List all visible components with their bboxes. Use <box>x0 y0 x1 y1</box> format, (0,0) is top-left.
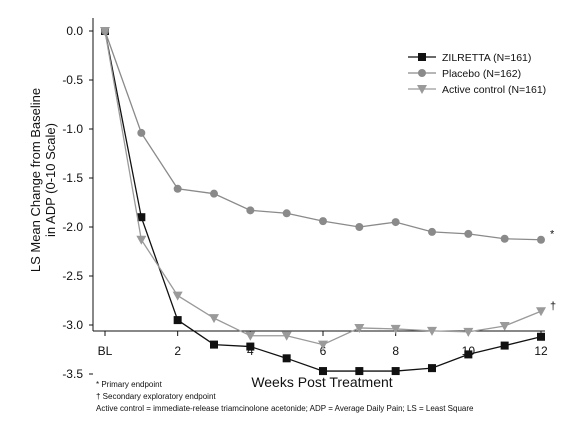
x-tick-label: 4 <box>247 344 254 358</box>
legend-item: Active control (N=161) <box>408 84 546 96</box>
data-point <box>100 27 110 36</box>
y-tick-label: -3.5 <box>62 367 83 381</box>
data-point <box>391 218 400 227</box>
data-point <box>318 340 328 350</box>
x-tick-label: 8 <box>392 344 399 358</box>
legend-swatch-marker <box>418 69 426 77</box>
x-tick-label: BL <box>98 344 113 358</box>
y-tick-label: -0.5 <box>62 73 83 87</box>
y-tick-label: -3.0 <box>62 318 83 332</box>
series-2 <box>100 27 546 350</box>
data-point <box>282 354 291 363</box>
series-annotation: * <box>550 229 555 241</box>
data-point <box>172 291 183 301</box>
data-point <box>500 234 509 243</box>
data-point <box>464 350 473 359</box>
data-point <box>391 367 400 376</box>
y-axis-title-line1: LS Mean Change from Baseline <box>28 88 43 272</box>
data-point <box>281 331 292 341</box>
footnote-secondary-endpoint: † Secondary exploratory endpoint <box>96 392 216 401</box>
legend-swatch-marker <box>417 85 427 94</box>
data-point <box>173 184 182 193</box>
y-tick-label: 0.0 <box>66 24 83 38</box>
y-tick-label: -1.0 <box>62 122 83 136</box>
data-point <box>246 206 255 215</box>
data-point <box>463 327 474 337</box>
legend-label: Active control (N=161) <box>442 84 546 96</box>
data-point <box>427 326 437 336</box>
footnote-definitions: Active control = immediate-release triam… <box>96 404 474 413</box>
data-point <box>354 323 365 333</box>
footnote-primary-endpoint: * Primary endpoint <box>96 380 162 389</box>
y-axis-title-line2: in ADP (0-10 Scale) <box>43 123 58 237</box>
y-tick-label: -2.0 <box>62 220 83 234</box>
data-point <box>428 364 436 373</box>
data-point <box>537 235 545 244</box>
x-axis-title: Weeks Post Treatment <box>251 374 392 390</box>
data-point <box>319 217 327 226</box>
data-point <box>464 229 473 238</box>
legend-item: ZILRETTA (N=161) <box>408 52 531 64</box>
series-annotation: † <box>550 300 556 312</box>
y-tick-label: -2.5 <box>62 269 83 283</box>
data-point <box>210 340 218 349</box>
axes: 0.0-0.5-1.0-1.5-2.0-2.5-3.0-3.5BL2468101… <box>62 18 548 381</box>
data-point <box>210 189 218 198</box>
legend-item: Placebo (N=162) <box>408 68 521 80</box>
x-tick-label: 2 <box>174 344 181 358</box>
series-layer: *† <box>100 27 556 376</box>
data-point <box>500 341 509 350</box>
data-point <box>355 223 364 231</box>
data-point <box>390 324 401 334</box>
legend-label: ZILRETTA (N=161) <box>442 52 531 64</box>
y-tick-label: -1.5 <box>62 171 83 185</box>
data-point <box>282 209 291 218</box>
series-1 <box>101 27 545 244</box>
data-point <box>136 235 147 245</box>
data-point <box>537 332 545 341</box>
data-point <box>319 367 327 376</box>
data-point <box>245 331 256 341</box>
data-point <box>137 213 146 222</box>
data-point <box>499 321 510 331</box>
legend: ZILRETTA (N=161) Placebo (N=162) Active co… <box>408 52 546 96</box>
data-point <box>209 314 219 324</box>
y-axis-title: LS Mean Change from Baseline in ADP (0-1… <box>28 88 58 272</box>
data-point <box>137 128 146 137</box>
data-point <box>173 316 182 325</box>
x-tick-label: 12 <box>534 344 548 358</box>
data-point <box>536 307 546 317</box>
data-point <box>355 367 364 376</box>
data-point <box>246 342 255 351</box>
x-tick-label: 6 <box>320 344 327 358</box>
legend-swatch-marker <box>418 53 426 61</box>
series-line <box>104 30 542 372</box>
legend-label: Placebo (N=162) <box>442 68 521 80</box>
data-point <box>428 227 436 236</box>
